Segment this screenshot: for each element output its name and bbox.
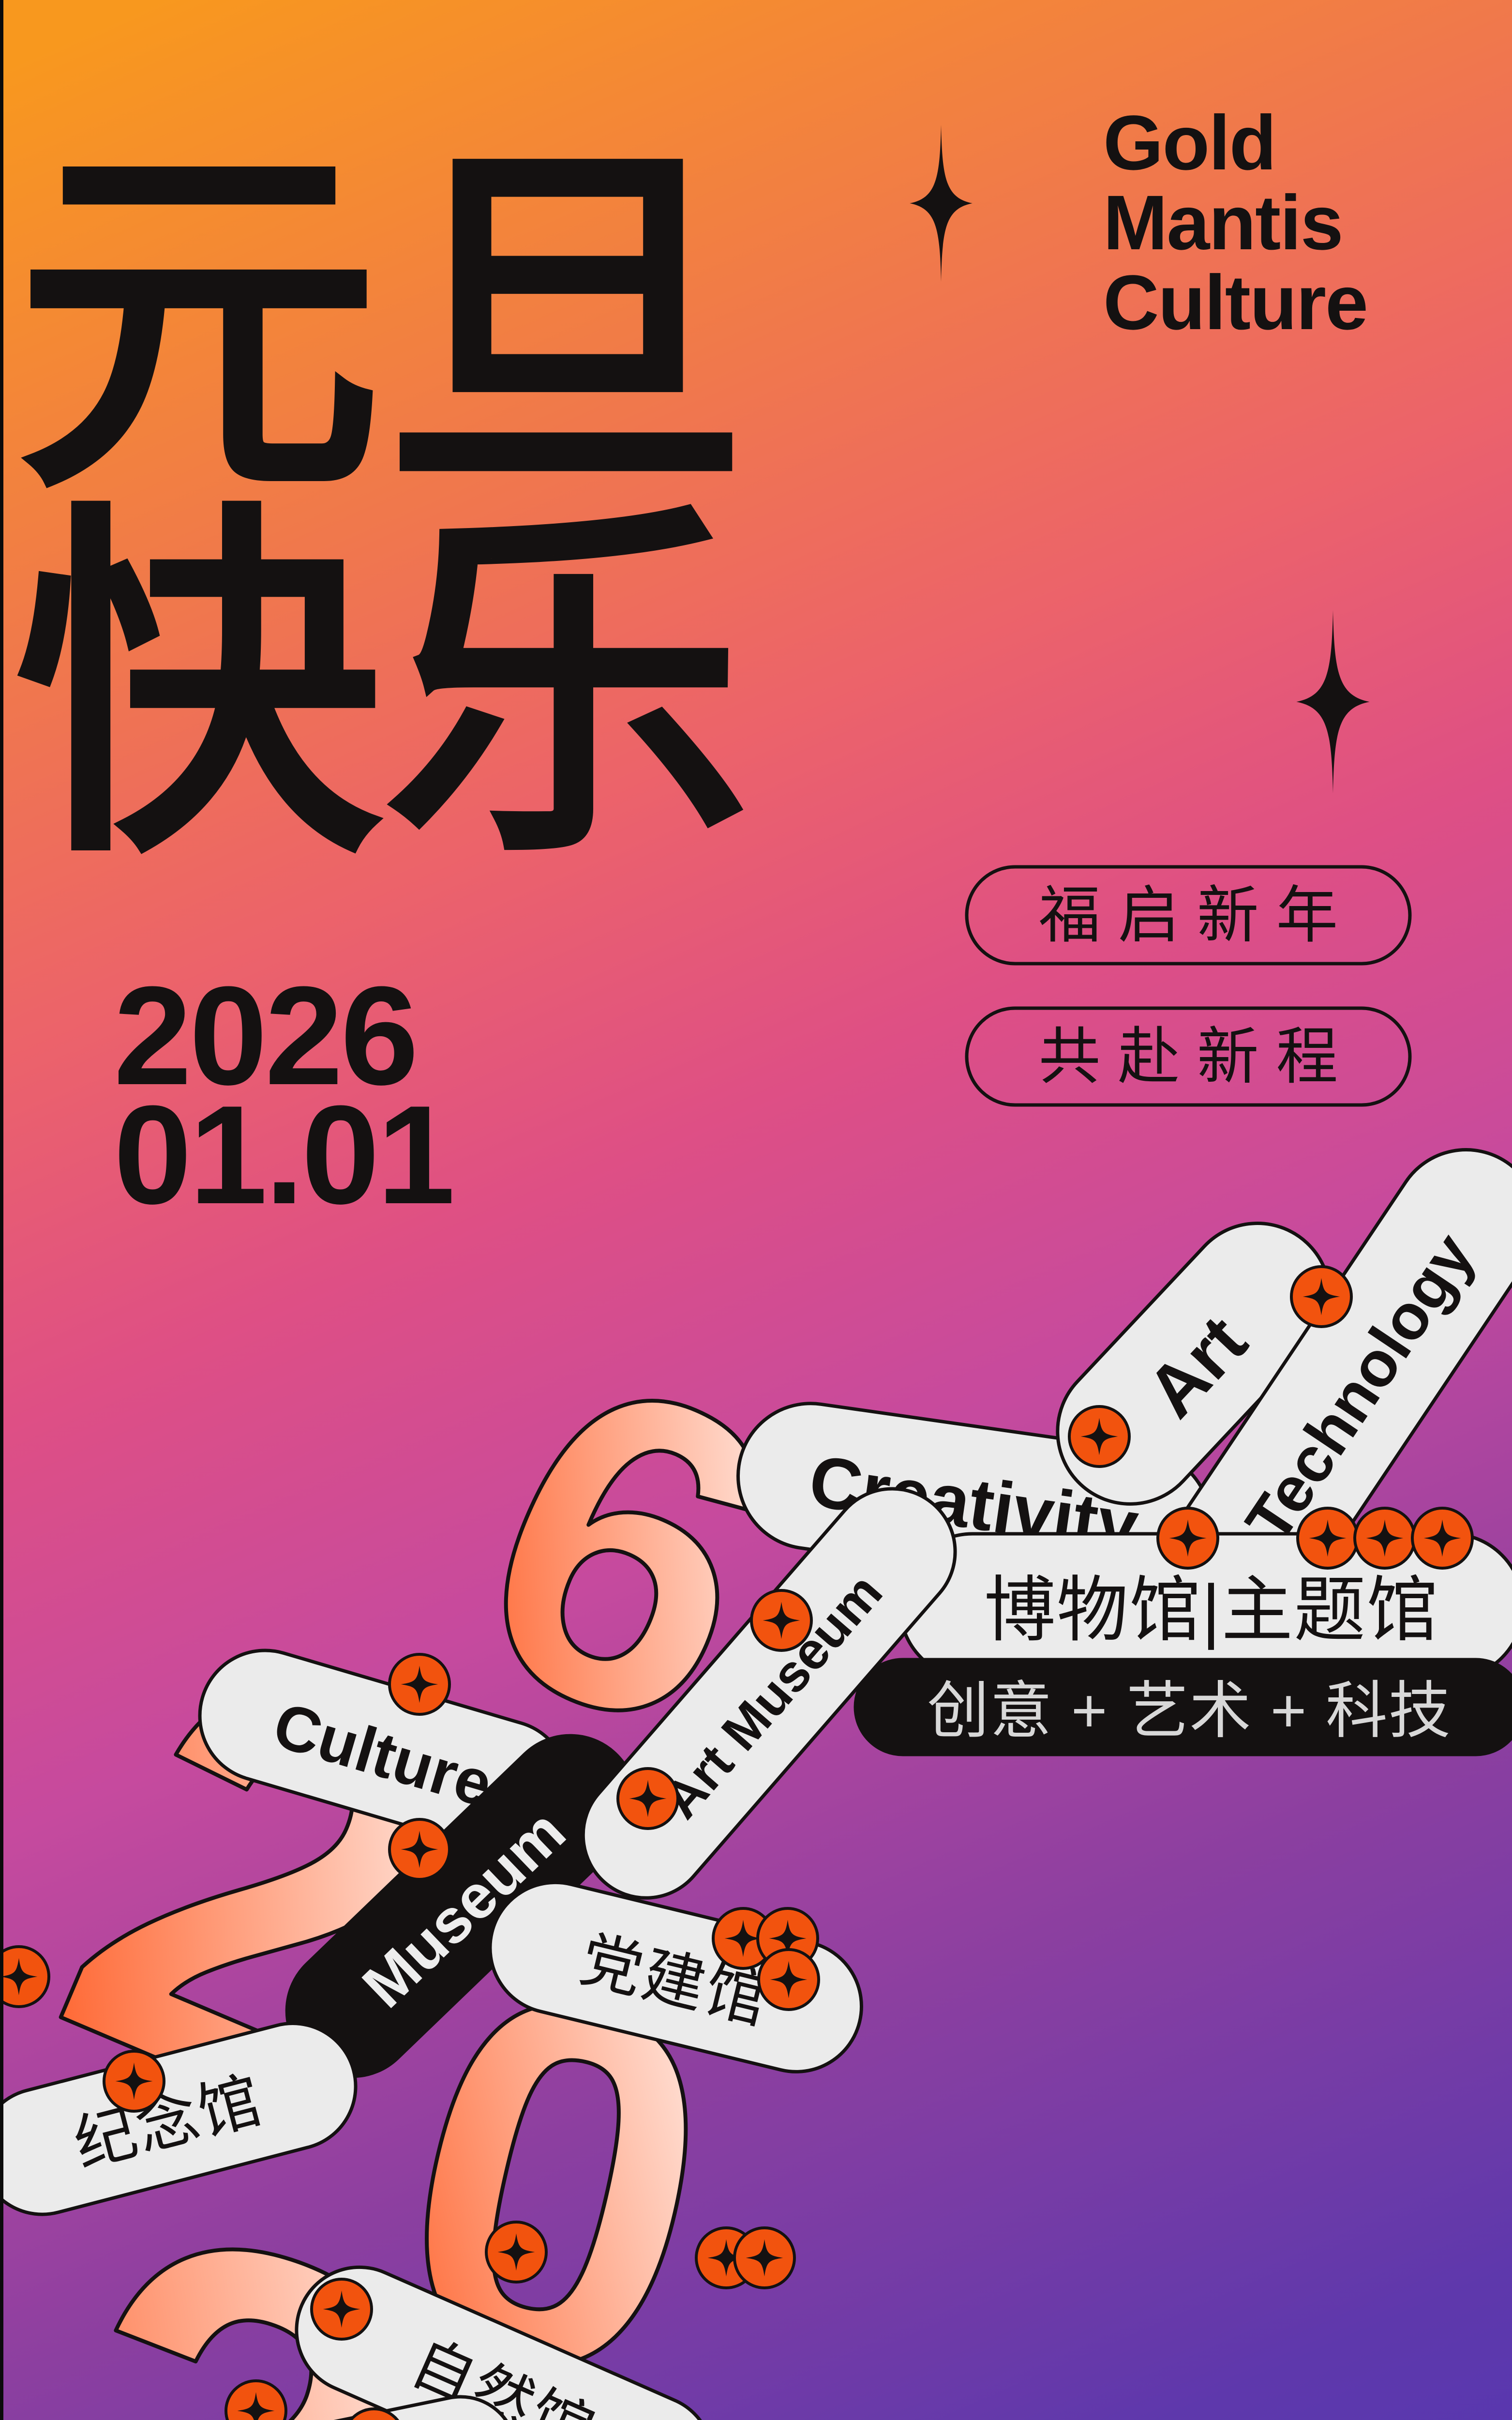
svg-text:创意 + 艺术 + 科技: 创意 + 艺术 + 科技 xyxy=(927,1677,1452,1746)
svg-text:共 赴 新 程: 共 赴 新 程 xyxy=(1039,1022,1338,1091)
svg-text:博物馆|主题馆: 博物馆|主题馆 xyxy=(984,1571,1439,1650)
svg-text:Mantis: Mantis xyxy=(1103,179,1343,266)
svg-text:Culture: Culture xyxy=(1103,259,1367,346)
svg-text:福 启 新 年: 福 启 新 年 xyxy=(1039,881,1338,950)
svg-text:01.01: 01.01 xyxy=(114,1076,453,1233)
svg-text:元旦: 元旦 xyxy=(15,120,750,531)
svg-text:快乐: 快乐 xyxy=(15,483,750,894)
svg-text:Gold: Gold xyxy=(1103,99,1275,186)
